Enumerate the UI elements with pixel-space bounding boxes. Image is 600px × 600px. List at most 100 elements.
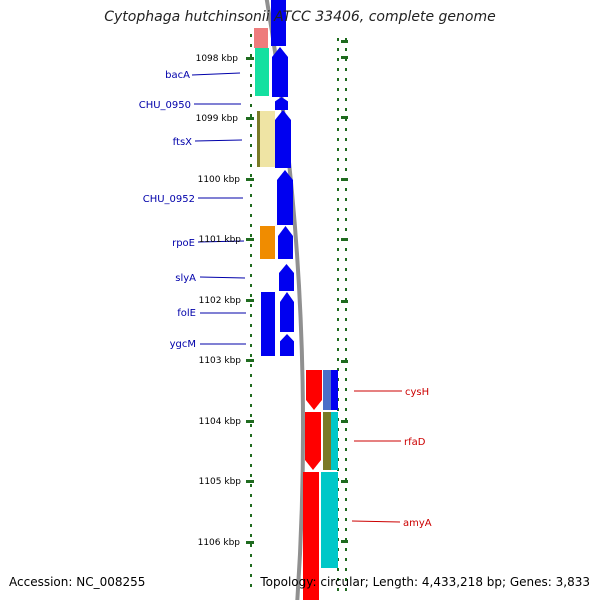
- track-dot: [345, 68, 347, 71]
- track-dot: [345, 388, 347, 391]
- scale-ticks: [246, 40, 348, 544]
- track-tick: [341, 238, 348, 241]
- track-dot: [250, 544, 252, 547]
- track-dot: [250, 314, 252, 317]
- scale-tick: [246, 238, 254, 241]
- track-dot: [250, 564, 252, 567]
- track-dot: [337, 368, 339, 371]
- gene-features: [254, 0, 338, 600]
- gene-label-ftsX: ftsX: [173, 137, 192, 148]
- scale-label: 1106 kbp: [198, 538, 241, 548]
- track-dot: [345, 58, 347, 61]
- track-dot: [337, 98, 339, 101]
- track-tick: [341, 40, 348, 43]
- scale-tick: [246, 299, 254, 302]
- track-tick: [341, 56, 348, 59]
- track-dot: [345, 338, 347, 341]
- track-dot: [250, 364, 252, 367]
- gene-label-CHU_0952: CHU_0952: [143, 194, 195, 205]
- track-dot: [250, 374, 252, 377]
- track-dot: [345, 288, 347, 291]
- track-dot: [250, 134, 252, 137]
- track-dot: [345, 298, 347, 301]
- track-dot: [337, 208, 339, 211]
- track-dot: [345, 78, 347, 81]
- track-tick: [341, 420, 348, 423]
- track-dot: [250, 284, 252, 287]
- track-dot: [337, 58, 339, 61]
- track-dot: [337, 238, 339, 241]
- track-dot: [345, 588, 347, 591]
- track-dot: [345, 568, 347, 571]
- track-dot: [337, 198, 339, 201]
- gene-block-bacA: [255, 48, 269, 96]
- track-dot: [250, 34, 252, 37]
- leader-line: [191, 72, 241, 76]
- track-dot: [250, 204, 252, 207]
- gene-arrow-CHU_0952: [277, 170, 293, 225]
- scale-tick: [246, 420, 254, 423]
- track-dot: [250, 484, 252, 487]
- track-dot: [250, 74, 252, 77]
- track-dot: [345, 478, 347, 481]
- track-dot: [337, 568, 339, 571]
- track-dot: [345, 548, 347, 551]
- track-dot: [337, 578, 339, 581]
- track-dot: [345, 218, 347, 221]
- track-dot: [345, 348, 347, 351]
- track-dot: [337, 588, 339, 591]
- track-dot: [345, 518, 347, 521]
- gene-block-rpoE: [260, 226, 275, 259]
- track-dot: [337, 268, 339, 271]
- track-dot: [250, 184, 252, 187]
- track-dot: [250, 334, 252, 337]
- track-dot: [345, 228, 347, 231]
- track-dot: [250, 304, 252, 307]
- track-dot: [337, 278, 339, 281]
- leader-line: [194, 139, 243, 142]
- track-dot: [345, 118, 347, 121]
- track-dot: [337, 228, 339, 231]
- scale-tick: [246, 178, 254, 181]
- gene-arrow-ygcM: [280, 334, 294, 356]
- scale-tick: [246, 480, 254, 483]
- track-dot: [345, 38, 347, 41]
- label-leader-lines: [191, 72, 402, 523]
- track-dot: [345, 98, 347, 101]
- track-dot: [345, 188, 347, 191]
- gene-arrow-slyA: [279, 264, 294, 291]
- track-dot: [345, 88, 347, 91]
- track-dot: [250, 244, 252, 247]
- track-dot: [250, 124, 252, 127]
- track-dot: [345, 48, 347, 51]
- track-dot: [337, 348, 339, 351]
- scale-label: 1098 kbp: [196, 54, 239, 64]
- track-dot: [250, 394, 252, 397]
- track-dot: [250, 554, 252, 557]
- gene-block-ftsX: [258, 111, 275, 167]
- track-dot: [250, 94, 252, 97]
- track-dot: [337, 218, 339, 221]
- gene-block-rfaD-teal: [331, 412, 338, 470]
- track-dot: [250, 254, 252, 257]
- tick-dot-tracks: [250, 34, 347, 591]
- track-dot: [345, 318, 347, 321]
- track-dot: [250, 44, 252, 47]
- gene-block-cysH-slate: [323, 370, 331, 410]
- track-dot: [250, 84, 252, 87]
- track-dot: [250, 354, 252, 357]
- gene-label-ygcM: ygcM: [170, 339, 196, 350]
- track-dot: [337, 318, 339, 321]
- gene-label-CHU_0950: CHU_0950: [139, 100, 191, 111]
- track-dot: [337, 78, 339, 81]
- track-dot: [345, 148, 347, 151]
- track-dot: [250, 64, 252, 67]
- track-dot: [345, 468, 347, 471]
- track-dot: [250, 294, 252, 297]
- gene-arrow-cysH: [306, 370, 322, 410]
- track-dot: [337, 148, 339, 151]
- track-dot: [250, 494, 252, 497]
- track-dot: [337, 298, 339, 301]
- track-dot: [250, 224, 252, 227]
